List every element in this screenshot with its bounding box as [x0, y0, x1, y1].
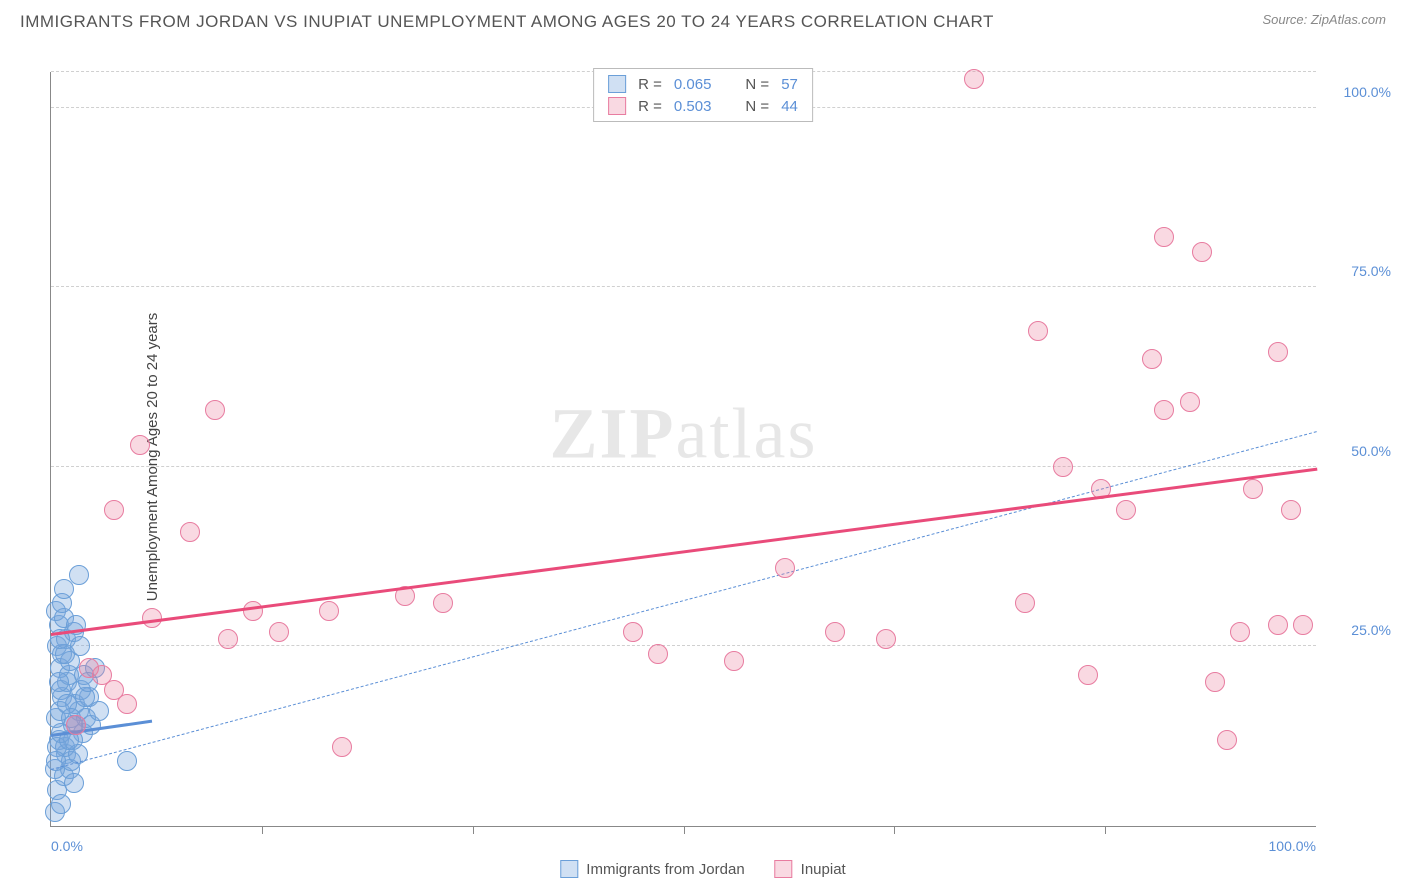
- watermark-rest: atlas: [676, 393, 818, 473]
- data-point-jordan: [49, 672, 69, 692]
- n-label: N =: [745, 76, 769, 93]
- x-tick: [262, 826, 263, 834]
- r-value: 0.065: [674, 76, 712, 93]
- watermark-bold: ZIP: [550, 393, 676, 473]
- data-point-jordan: [117, 751, 137, 771]
- data-point-jordan: [64, 773, 84, 793]
- stats-row-inupiat: R = 0.503 N = 44: [608, 95, 798, 117]
- x-tick: [894, 826, 895, 834]
- legend-label: Inupiat: [801, 861, 846, 878]
- data-point-inupiat: [180, 522, 200, 542]
- data-point-inupiat: [623, 622, 643, 642]
- legend-item-jordan: Immigrants from Jordan: [560, 860, 744, 878]
- header: IMMIGRANTS FROM JORDAN VS INUPIAT UNEMPL…: [0, 0, 1406, 32]
- x-tick-label: 0.0%: [51, 838, 83, 854]
- data-point-inupiat: [1230, 622, 1250, 642]
- x-tick: [473, 826, 474, 834]
- swatch-jordan: [608, 75, 626, 93]
- data-point-inupiat: [243, 601, 263, 621]
- x-tick: [684, 826, 685, 834]
- data-point-inupiat: [1078, 665, 1098, 685]
- n-value: 44: [781, 98, 798, 115]
- data-point-inupiat: [775, 558, 795, 578]
- correlation-stats-box: R = 0.065 N = 57 R = 0.503 N = 44: [593, 68, 813, 122]
- swatch-jordan: [560, 860, 578, 878]
- x-tick-label: 100.0%: [1269, 838, 1316, 854]
- r-label: R =: [638, 76, 662, 93]
- trend-line: [51, 432, 1317, 771]
- data-point-inupiat: [1116, 500, 1136, 520]
- data-point-inupiat: [1217, 730, 1237, 750]
- data-point-inupiat: [1293, 615, 1313, 635]
- data-point-inupiat: [724, 651, 744, 671]
- data-point-inupiat: [1053, 457, 1073, 477]
- data-point-inupiat: [332, 737, 352, 757]
- data-point-inupiat: [964, 69, 984, 89]
- data-point-jordan: [54, 579, 74, 599]
- data-point-inupiat: [1142, 349, 1162, 369]
- n-label: N =: [745, 98, 769, 115]
- r-label: R =: [638, 98, 662, 115]
- data-point-inupiat: [104, 500, 124, 520]
- gridline: [51, 286, 1316, 287]
- data-point-inupiat: [319, 601, 339, 621]
- chart-container: Unemployment Among Ages 20 to 24 years R…: [0, 32, 1406, 882]
- source-prefix: Source:: [1262, 12, 1310, 27]
- data-point-inupiat: [1268, 342, 1288, 362]
- r-value: 0.503: [674, 98, 712, 115]
- plot-area: ZIPatlas 25.0%50.0%75.0%100.0%0.0%100.0%: [50, 72, 1316, 827]
- data-point-inupiat: [1154, 400, 1174, 420]
- n-value: 57: [781, 76, 798, 93]
- data-point-inupiat: [66, 715, 86, 735]
- data-point-inupiat: [1243, 479, 1263, 499]
- data-point-inupiat: [1180, 392, 1200, 412]
- data-point-inupiat: [433, 593, 453, 613]
- data-point-inupiat: [1154, 227, 1174, 247]
- swatch-inupiat: [608, 97, 626, 115]
- data-point-inupiat: [130, 435, 150, 455]
- data-point-inupiat: [876, 629, 896, 649]
- chart-title: IMMIGRANTS FROM JORDAN VS INUPIAT UNEMPL…: [20, 12, 994, 32]
- data-point-jordan: [69, 565, 89, 585]
- y-tick-label: 100.0%: [1344, 84, 1391, 100]
- data-point-inupiat: [269, 622, 289, 642]
- data-point-inupiat: [1192, 242, 1212, 262]
- y-tick-label: 75.0%: [1351, 263, 1391, 279]
- data-point-inupiat: [1281, 500, 1301, 520]
- trend-line: [51, 467, 1317, 635]
- data-point-inupiat: [218, 629, 238, 649]
- stats-row-jordan: R = 0.065 N = 57: [608, 73, 798, 95]
- data-point-inupiat: [1205, 672, 1225, 692]
- x-tick: [1105, 826, 1106, 834]
- data-point-inupiat: [1028, 321, 1048, 341]
- legend-item-inupiat: Inupiat: [775, 860, 846, 878]
- data-point-inupiat: [205, 400, 225, 420]
- gridline: [51, 645, 1316, 646]
- legend-label: Immigrants from Jordan: [586, 861, 744, 878]
- legend: Immigrants from Jordan Inupiat: [560, 860, 845, 878]
- source-attribution: Source: ZipAtlas.com: [1262, 12, 1386, 27]
- source-name: ZipAtlas.com: [1311, 12, 1386, 27]
- y-tick-label: 50.0%: [1351, 443, 1391, 459]
- data-point-inupiat: [825, 622, 845, 642]
- data-point-jordan: [89, 701, 109, 721]
- gridline: [51, 466, 1316, 467]
- data-point-inupiat: [1268, 615, 1288, 635]
- data-point-jordan: [51, 794, 71, 814]
- data-point-inupiat: [1015, 593, 1035, 613]
- data-point-inupiat: [648, 644, 668, 664]
- watermark: ZIPatlas: [550, 392, 818, 475]
- data-point-inupiat: [117, 694, 137, 714]
- swatch-inupiat: [775, 860, 793, 878]
- y-tick-label: 25.0%: [1351, 622, 1391, 638]
